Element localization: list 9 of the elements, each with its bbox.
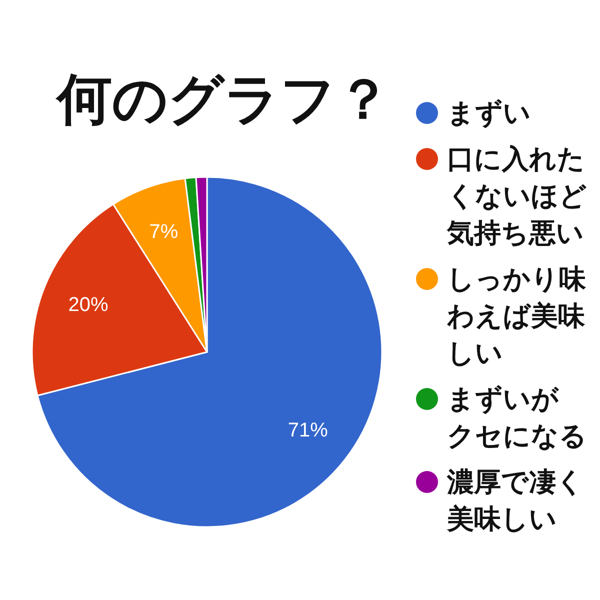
legend-label: まずい xyxy=(447,97,532,131)
data-label: 71% xyxy=(288,419,328,442)
legend-label: 濃厚で凄く美味しい xyxy=(447,466,585,537)
data-label: 20% xyxy=(68,294,108,316)
legend-label: しっかり味わえば美味しい xyxy=(447,263,587,371)
legend-label: まずいがクセになる xyxy=(447,383,588,454)
legend-label: 口に入れたくないほど気持ち悪い xyxy=(447,143,588,251)
chart-title: 何のグラフ？ xyxy=(57,67,391,131)
data-label: 7% xyxy=(149,220,178,243)
